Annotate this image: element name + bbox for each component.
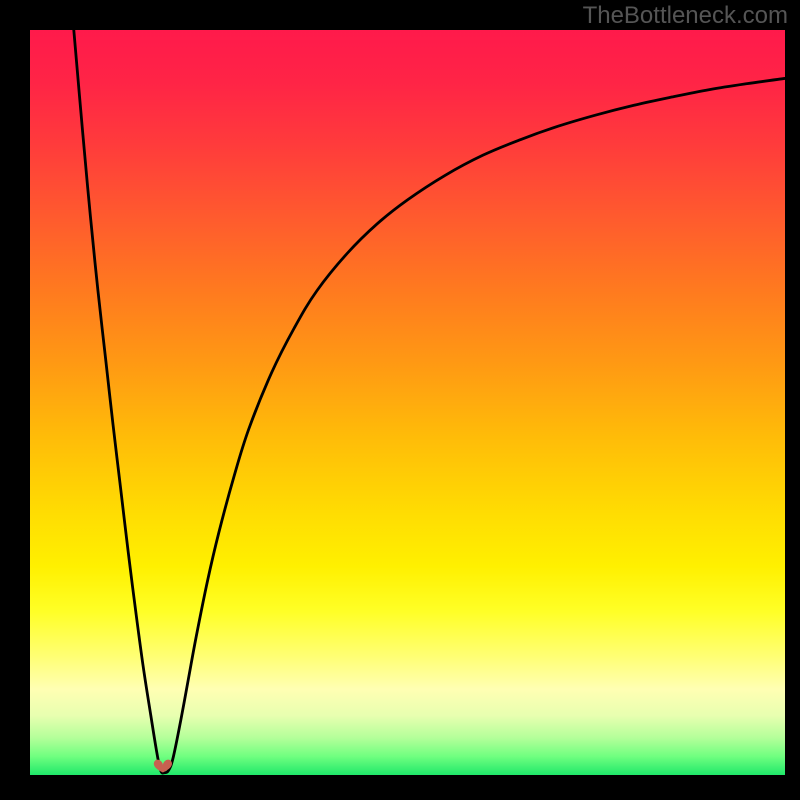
bottleneck-curve-chart — [0, 0, 800, 800]
chart-container: TheBottleneck.com — [0, 0, 800, 800]
